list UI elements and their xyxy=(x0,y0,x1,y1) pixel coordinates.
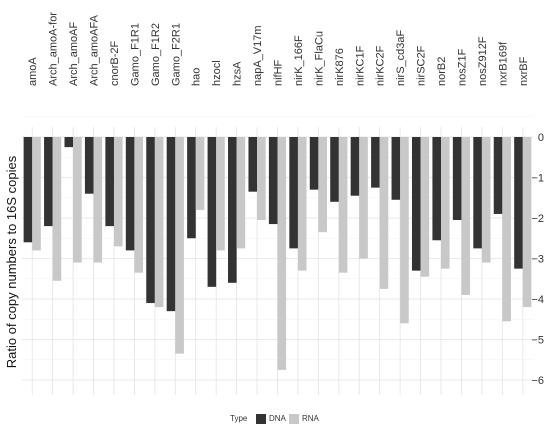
legend: Type DNA RNA xyxy=(230,414,320,424)
bar-dna-nosz912f xyxy=(473,137,482,249)
bar-rna-hao xyxy=(195,137,205,210)
bar-rna-nxrb169f xyxy=(502,137,511,322)
legend-key-dna xyxy=(256,414,266,424)
x-tick-label: Arch_amoAF xyxy=(68,22,80,86)
x-tick-label: Arch_amoAFA xyxy=(89,14,101,86)
bar-dna-nirk-166f xyxy=(289,137,298,249)
y-tick-label: −3 xyxy=(531,254,544,266)
bar-rna-nifhf xyxy=(277,137,287,370)
bar-rna-arch-amoafa xyxy=(93,137,103,263)
bar-dna-nirkc2f xyxy=(371,137,380,188)
bar-dna-nifhf xyxy=(268,137,278,225)
bar-dna-nosz1f xyxy=(452,137,462,221)
bar-dna-norb2 xyxy=(432,137,442,241)
bar-rna-arch-amoa-for xyxy=(52,137,62,281)
legend-key-rna xyxy=(289,414,299,424)
x-tick-label: nirK_FlaCu xyxy=(313,31,325,86)
y-tick-label: −5 xyxy=(531,335,544,347)
bar-dna-nirsc2f xyxy=(411,137,421,271)
bar-dna-napa-v17m xyxy=(248,137,258,192)
y-tick-label: 0 xyxy=(538,132,544,144)
bar-rna-nirs-cd3af xyxy=(400,137,409,324)
legend-title: Type xyxy=(230,414,248,423)
x-tick-label: nxrB169f xyxy=(497,41,509,86)
bar-dna-nxrb169f xyxy=(493,137,503,214)
bar-dna-nirs-cd3af xyxy=(391,137,401,200)
bar-rna-amoa xyxy=(32,137,41,251)
legend-label-dna: DNA xyxy=(269,414,287,423)
y-tick-label: −2 xyxy=(531,213,544,225)
bar-rna-gamo-f1r1 xyxy=(134,137,144,273)
bar-dna-nirkc1f xyxy=(350,137,360,196)
bar-rna-nirk876 xyxy=(338,137,348,273)
x-tick-label: hzocl xyxy=(211,60,223,86)
bar-dna-cnorb-2f xyxy=(105,137,114,227)
x-tick-label: nirS_cd3aF xyxy=(395,29,407,86)
bar-rna-napa-v17m xyxy=(257,137,266,221)
x-tick-label: nifHF xyxy=(273,59,285,86)
bars xyxy=(23,137,532,370)
x-tick-label: hzsA xyxy=(232,61,244,86)
x-tick-label: Gamo_F1R2 xyxy=(150,23,162,86)
x-tick-label: nosZ912F xyxy=(477,36,489,86)
x-tick-label: Arch_amoA-for xyxy=(48,12,60,86)
bar-dna-amoa xyxy=(23,137,33,243)
bar-dna-gamo-f1r1 xyxy=(125,137,135,251)
bar-rna-hzocl xyxy=(216,137,225,251)
bar-dna-arch-amoaf xyxy=(64,137,74,148)
x-tick-label: cnorB-2F xyxy=(109,40,121,86)
x-tick-label: amoA xyxy=(27,57,39,86)
bar-rna-nirkc1f xyxy=(359,137,368,259)
bar-rna-nosz912f xyxy=(481,137,491,263)
bar-dna-nirk-flacu xyxy=(309,137,319,190)
x-tick-label: nirSC2F xyxy=(416,45,428,86)
bar-rna-hzsa xyxy=(236,137,246,249)
y-tick-label: −1 xyxy=(531,173,544,185)
x-axis-ticks: amoA Arch_amoA-for Arch_amoAF Arch_amoAFA cn… xyxy=(27,12,530,86)
bar-rna-nirk-166f xyxy=(297,137,307,271)
x-tick-label: Gamo_F2R1 xyxy=(170,23,182,86)
x-tick-label: nirKC1F xyxy=(354,45,366,86)
bar-dna-gamo-f2r1 xyxy=(166,137,176,312)
x-tick-label: nirK876 xyxy=(334,48,346,86)
bar-dna-gamo-f1r2 xyxy=(146,137,155,304)
x-tick-label: napA_V17m xyxy=(252,25,264,86)
x-tick-label: Gamo_F1R1 xyxy=(129,23,141,86)
bar-dna-hzsa xyxy=(228,137,237,283)
bar-rna-gamo-f2r1 xyxy=(175,137,184,354)
bar-dna-arch-amoa-for xyxy=(44,137,53,227)
bar-rna-norb2 xyxy=(441,137,450,269)
x-tick-label: nosZ1F xyxy=(456,48,468,86)
bar-rna-cnorb-2f xyxy=(113,137,123,247)
x-tick-label: nirK_166F xyxy=(293,35,305,86)
y-tick-label: −4 xyxy=(531,294,544,306)
bar-dna-arch-amoafa xyxy=(84,137,94,194)
bar-dna-nirk876 xyxy=(330,137,339,202)
bar-rna-nirkc2f xyxy=(379,137,389,289)
bar-rna-arch-amoaf xyxy=(73,137,82,263)
y-axis-title: Ratio of copy numbers to 16S copies xyxy=(4,155,19,368)
bar-dna-hao xyxy=(187,137,196,239)
y-axis-ticks: 0 −1 −2 −3 −4 −5 −6 xyxy=(531,132,544,387)
x-tick-label: hao xyxy=(191,68,203,86)
bar-rna-nirsc2f xyxy=(420,137,430,277)
bar-rna-nxrbf xyxy=(522,137,532,308)
bar-dna-hzocl xyxy=(207,137,217,287)
bar-rna-nirk-flacu xyxy=(318,137,327,233)
x-tick-label: nirKC2F xyxy=(375,45,387,86)
x-tick-label: norB2 xyxy=(436,57,448,86)
y-tick-label: −6 xyxy=(531,375,544,387)
bar-rna-nosz1f xyxy=(461,137,471,295)
legend-label-rna: RNA xyxy=(302,414,320,423)
x-tick-label: nxrBF xyxy=(518,56,530,86)
bar-rna-gamo-f1r2 xyxy=(154,137,164,308)
bar-dna-nxrbf xyxy=(514,137,523,269)
